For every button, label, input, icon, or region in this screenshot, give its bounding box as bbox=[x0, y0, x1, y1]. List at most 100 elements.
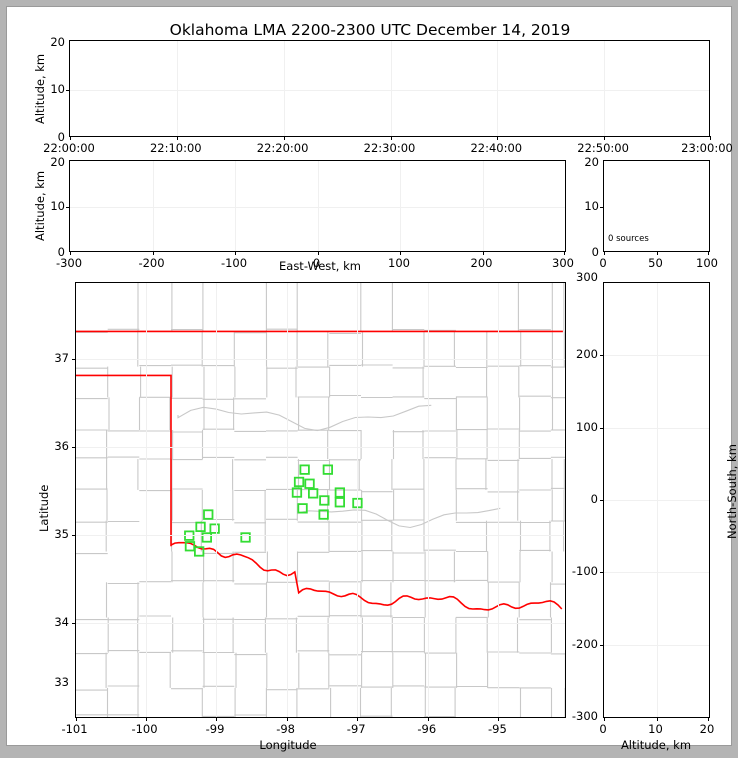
lma-source-marker bbox=[291, 487, 303, 498]
ytick-label: 37 bbox=[54, 350, 69, 365]
axis-tick bbox=[600, 572, 604, 574]
xtick-label: 22:50:00 bbox=[577, 141, 629, 155]
axis-tick bbox=[604, 251, 605, 255]
axis-tick bbox=[283, 136, 285, 140]
axis-tick bbox=[427, 717, 429, 721]
yaxis-label: North-South, km bbox=[725, 444, 738, 539]
xtick-label: -100 bbox=[220, 256, 248, 270]
xtick-label: 100 bbox=[388, 256, 410, 270]
yaxis-label: Altitude, km bbox=[33, 53, 47, 124]
axis-tick bbox=[600, 207, 604, 208]
xtick-label: 22:10:00 bbox=[149, 141, 202, 155]
gridline bbox=[357, 283, 359, 717]
lma-source-marker bbox=[334, 497, 346, 508]
xtick-label: 10 bbox=[648, 722, 663, 736]
axis-tick bbox=[72, 358, 76, 360]
xtick-label: 0 bbox=[312, 256, 321, 270]
lma-source-marker bbox=[304, 478, 315, 489]
gridline bbox=[152, 161, 154, 251]
gridline bbox=[70, 207, 565, 208]
gridline bbox=[286, 283, 288, 717]
axis-tick bbox=[708, 251, 709, 255]
axis-tick bbox=[604, 136, 606, 140]
gridline bbox=[604, 644, 709, 646]
xtick-label: -95 bbox=[487, 722, 507, 736]
figure-canvas: Oklahoma LMA 2200-2300 UTC December 14, … bbox=[6, 6, 738, 752]
axis-tick bbox=[656, 717, 658, 721]
ytick-label: 10 bbox=[50, 82, 65, 96]
axis-tick bbox=[656, 251, 658, 255]
lma-source-marker bbox=[322, 464, 334, 475]
panel-time-height[interactable] bbox=[66, 40, 711, 140]
map-plot-area bbox=[76, 283, 565, 717]
xtick-label: -200 bbox=[138, 256, 165, 270]
figure-title: Oklahoma LMA 2200-2300 UTC December 14, … bbox=[169, 21, 571, 39]
gridline bbox=[317, 161, 319, 251]
axis-tick bbox=[600, 355, 604, 357]
gridline bbox=[235, 161, 236, 251]
axis-tick bbox=[66, 89, 70, 91]
lma-source-marker bbox=[194, 546, 205, 557]
xtick-label: 0 bbox=[599, 256, 607, 270]
ytick-label: 100 bbox=[576, 419, 598, 434]
oklahoma-state-border bbox=[76, 330, 563, 611]
ytick-label: -100 bbox=[571, 564, 598, 579]
xtick-label: 22:20:00 bbox=[256, 141, 309, 155]
axis-tick bbox=[357, 717, 359, 721]
xtick-label: 22:00:00 bbox=[43, 141, 95, 155]
panel-plan-view-map[interactable] bbox=[72, 282, 566, 721]
axis-tick bbox=[600, 427, 604, 429]
axis-tick bbox=[708, 717, 709, 721]
xtick-label: 0 bbox=[599, 722, 607, 736]
gridline bbox=[70, 89, 709, 91]
xtick-label: 100 bbox=[696, 256, 718, 270]
axis-tick bbox=[145, 717, 147, 721]
xtick-label: -300 bbox=[55, 256, 83, 270]
axis-tick bbox=[75, 717, 77, 721]
xtick-label: 20 bbox=[699, 722, 715, 736]
ytick-label: 200 bbox=[576, 347, 598, 362]
gridline bbox=[283, 41, 285, 136]
xtick-label: -100 bbox=[131, 722, 158, 736]
ytick-label: 20 bbox=[584, 155, 599, 169]
gridline bbox=[390, 41, 392, 136]
ytick-label: 0 bbox=[57, 130, 65, 144]
gridline bbox=[76, 535, 565, 536]
lma-source-marker bbox=[297, 503, 308, 514]
panel-east-west-height[interactable] bbox=[66, 160, 566, 255]
lma-source-marker bbox=[195, 521, 206, 533]
ytick-label: 33 bbox=[54, 675, 69, 689]
gridline bbox=[76, 623, 565, 625]
axis-tick bbox=[70, 136, 71, 140]
xtick-label: 22:40:00 bbox=[470, 141, 523, 155]
gridline bbox=[604, 500, 709, 501]
panel-altitude-histogram[interactable]: 0 sources bbox=[600, 160, 710, 255]
panel-north-south-height[interactable] bbox=[600, 282, 710, 721]
xtick-label: -96 bbox=[417, 722, 437, 736]
axis-tick bbox=[600, 644, 604, 646]
axis-tick bbox=[497, 136, 499, 140]
yaxis-label: Latitude bbox=[37, 484, 51, 532]
yaxis-label: Altitude, km bbox=[33, 170, 47, 241]
xtick-label: -97 bbox=[346, 722, 366, 736]
lma-source-marker bbox=[203, 509, 214, 520]
gridline bbox=[76, 446, 565, 448]
ytick-label: 35 bbox=[54, 527, 69, 541]
lma-source-marker bbox=[334, 487, 346, 498]
axis-tick bbox=[604, 717, 605, 721]
axis-tick bbox=[600, 500, 604, 501]
panel-north-south-plot bbox=[604, 283, 709, 717]
lma-source-marker bbox=[240, 532, 251, 543]
axis-tick bbox=[176, 136, 178, 140]
panel-east-west-plot bbox=[70, 161, 565, 251]
xtick-label: 22:30:00 bbox=[363, 141, 416, 155]
lma-source-marker bbox=[319, 495, 330, 506]
xaxis-label: Longitude bbox=[259, 738, 317, 752]
axis-tick bbox=[235, 251, 236, 255]
axis-tick bbox=[400, 251, 401, 255]
axis-tick bbox=[498, 717, 500, 721]
xtick-label: 50 bbox=[648, 256, 663, 270]
ytick-label: 20 bbox=[50, 155, 65, 169]
ytick-label: 0 bbox=[591, 245, 599, 259]
ytick-label: 300 bbox=[576, 270, 598, 284]
